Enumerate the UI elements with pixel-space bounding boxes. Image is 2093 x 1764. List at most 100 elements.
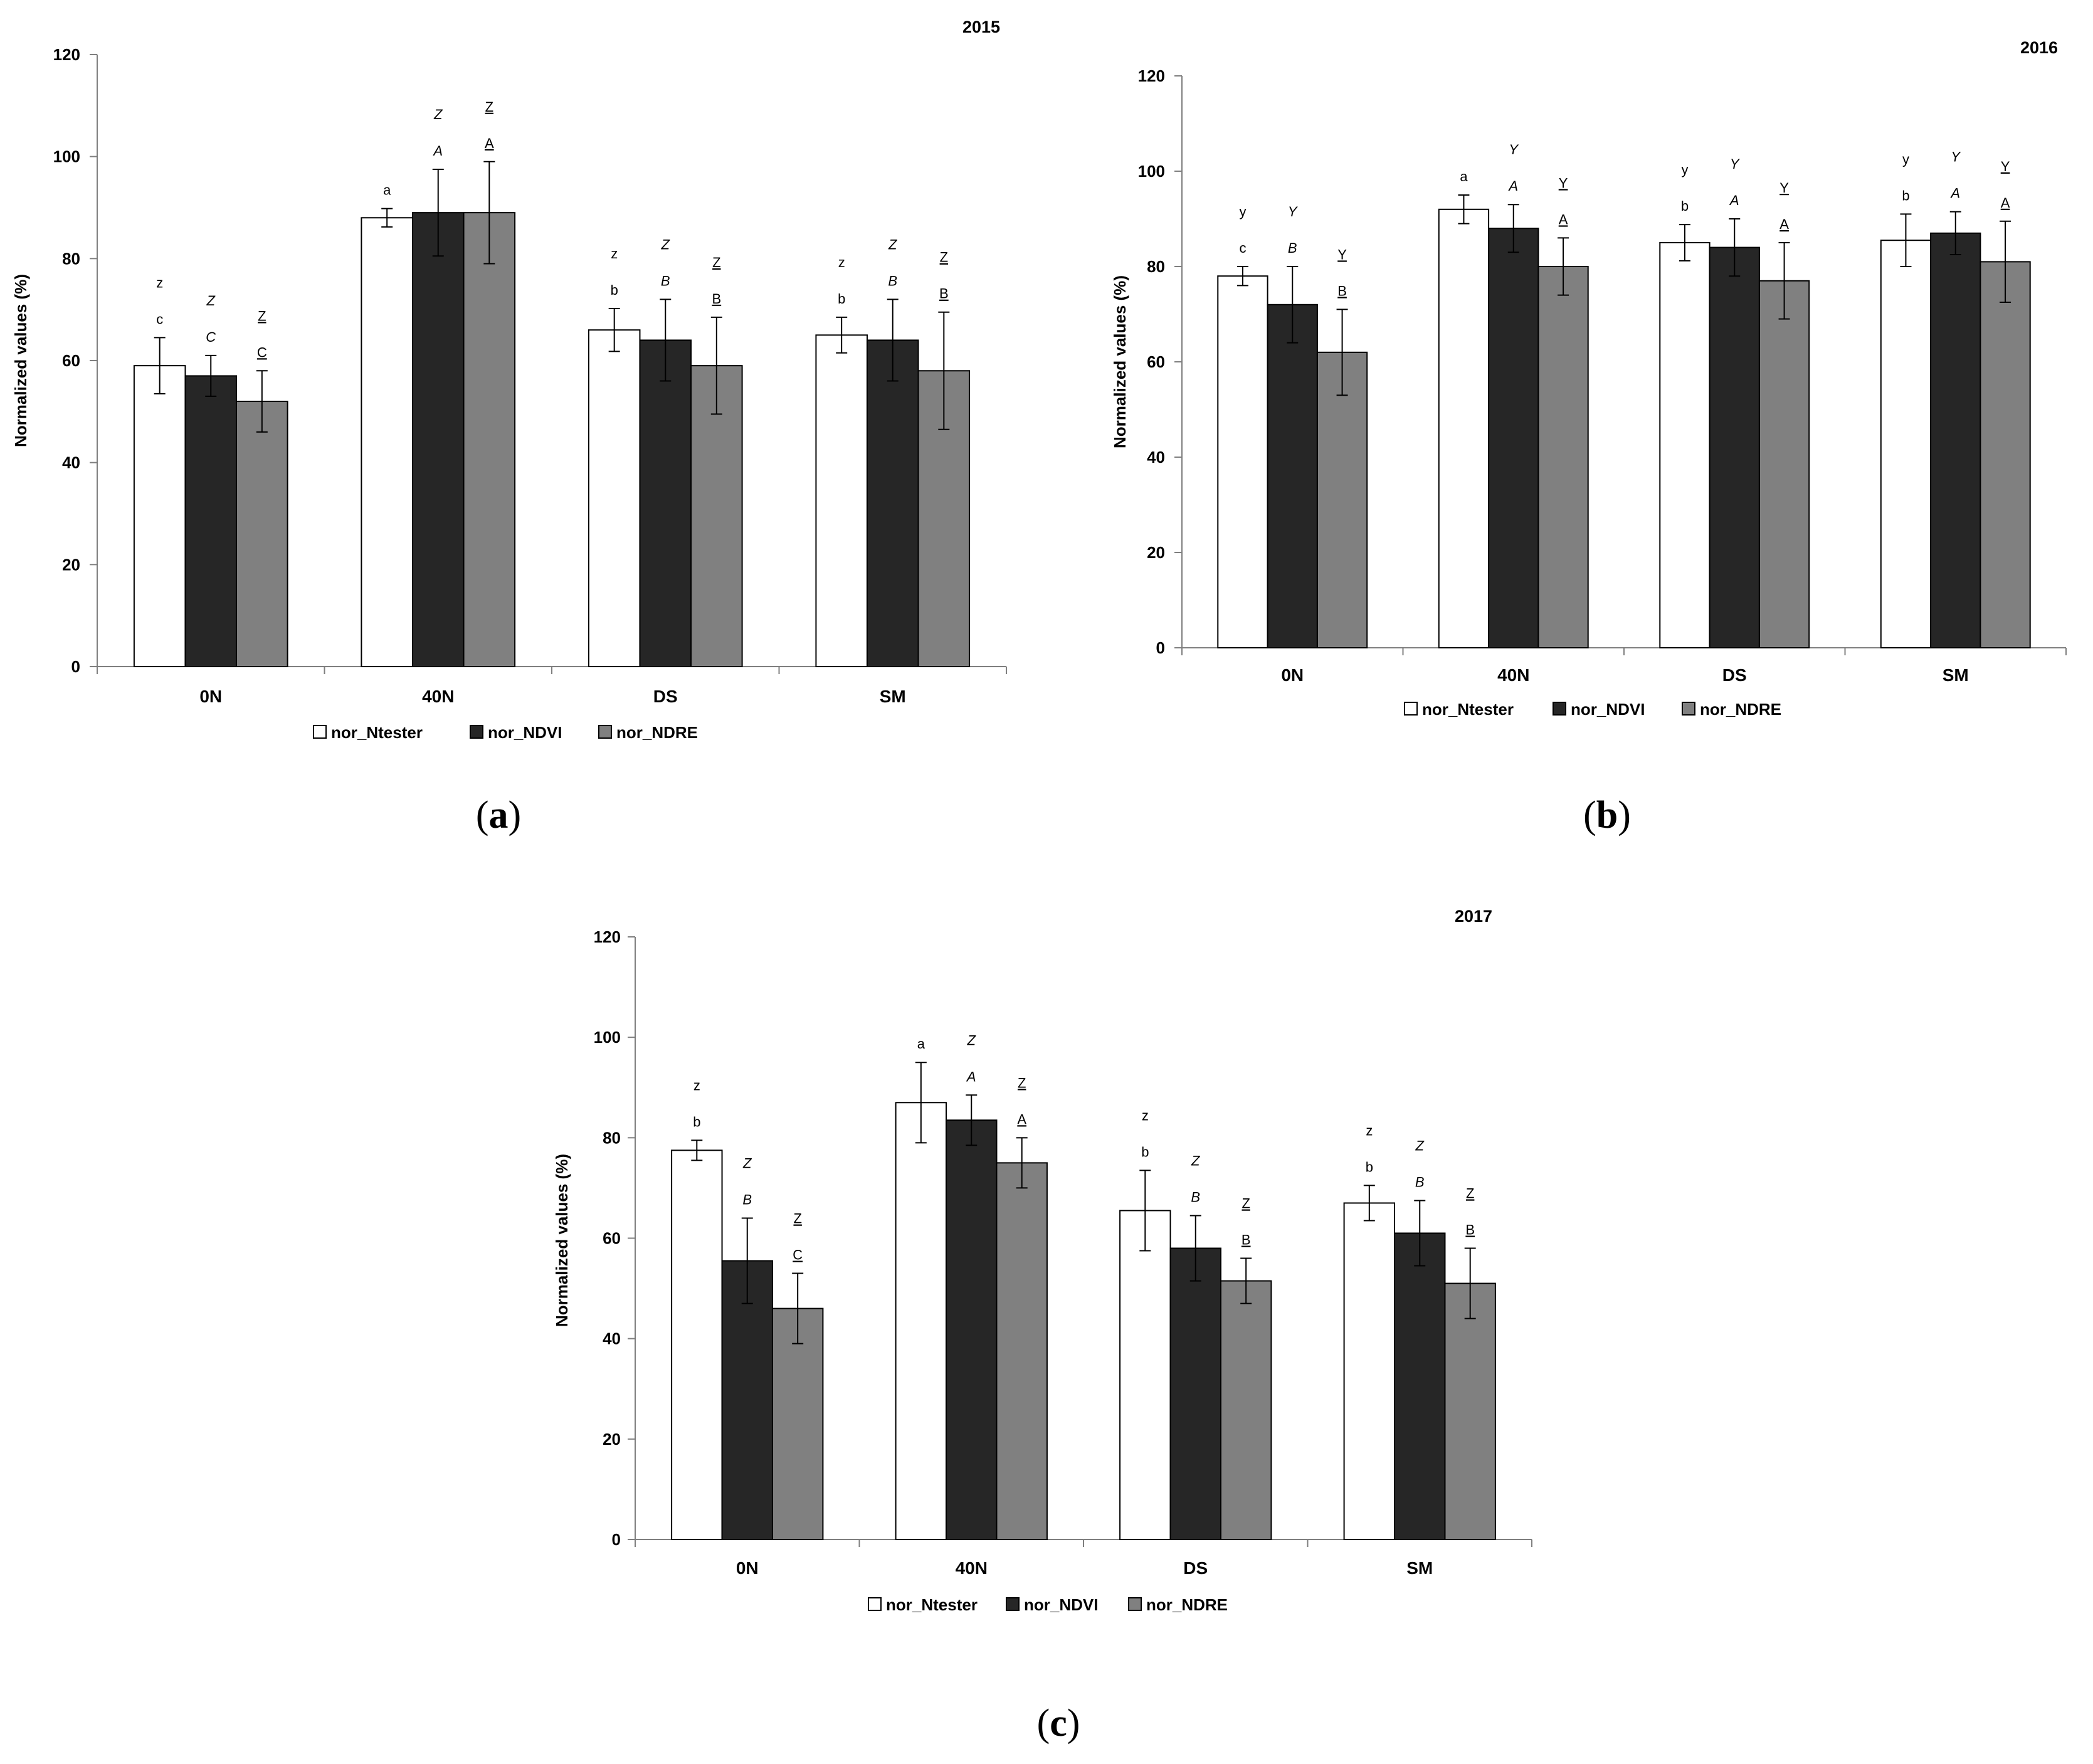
y-tick-label: 60 xyxy=(62,351,80,370)
category-label: DS xyxy=(1722,665,1747,685)
legend-label: nor_NDVI xyxy=(488,723,562,742)
significance-letter: A xyxy=(1559,211,1568,227)
significance-letter: A xyxy=(966,1069,976,1084)
significance-letter: C xyxy=(206,329,216,345)
group-letter: z xyxy=(1366,1122,1373,1138)
bar-nor_NDVI xyxy=(866,339,919,667)
panel-label: (a) xyxy=(476,794,521,837)
bar-nor_NDRE xyxy=(1537,266,1589,648)
group-letter: Z xyxy=(888,236,898,252)
bar-nor_NDVI xyxy=(411,212,465,667)
legend-label: nor_NDRE xyxy=(1146,1595,1228,1614)
significance-letter: A xyxy=(432,143,443,159)
category-label: SM xyxy=(1943,665,1969,685)
significance-letter: b xyxy=(693,1114,700,1129)
significance-letter: A xyxy=(1779,216,1789,232)
group-letter: z xyxy=(611,246,618,261)
bar-nor_Ntester xyxy=(588,329,641,667)
group-letter: z xyxy=(838,255,845,270)
group-letter: y xyxy=(1239,204,1246,219)
category-label: 40N xyxy=(1497,665,1529,685)
significance-letter: B xyxy=(888,273,897,288)
bar-nor_NDRE xyxy=(1758,280,1810,648)
panel-letter: c xyxy=(1050,1702,1067,1745)
group-letter: Z xyxy=(1242,1196,1250,1212)
legend-swatch xyxy=(1553,702,1566,716)
significance-letter: B xyxy=(1465,1222,1475,1238)
significance-letter: C xyxy=(793,1247,803,1263)
bar-nor_Ntester xyxy=(815,334,868,667)
legend-label: nor_NDRE xyxy=(616,723,698,742)
group-letter: Z xyxy=(1191,1153,1201,1168)
y-axis-label: Normalized values (%) xyxy=(1110,275,1129,448)
chart-title: 2017 xyxy=(1455,907,1492,926)
bar-nor_NDVI xyxy=(1709,246,1760,649)
legend-label: nor_NDRE xyxy=(1700,700,1781,719)
y-tick-label: 0 xyxy=(612,1530,621,1549)
bar-nor_NDRE xyxy=(463,212,516,667)
chart-title: 2015 xyxy=(962,18,1000,36)
significance-letter: A xyxy=(2001,195,2010,211)
legend-label: nor_NDVI xyxy=(1024,1595,1098,1614)
bar-nor_Ntester xyxy=(895,1102,947,1540)
chart-panel-c: 0 20 40 60 80 100 120 Normalized values (%) 2017… xyxy=(552,907,1532,1745)
chart-title: 2016 xyxy=(2020,38,2058,57)
bar-nor_Ntester xyxy=(1119,1210,1171,1541)
panel-label: (b) xyxy=(1583,794,1631,837)
significance-letter: c xyxy=(1239,240,1246,256)
legend-swatch xyxy=(470,725,483,739)
group-letter: Y xyxy=(1337,246,1347,262)
y-tick-label: 120 xyxy=(594,927,621,946)
bar-nor_Ntester xyxy=(1343,1202,1396,1540)
bar-nor_NDVI xyxy=(184,375,238,668)
legend-swatch xyxy=(1404,702,1418,716)
significance-letter: A xyxy=(485,135,494,151)
group-letter: Y xyxy=(1559,175,1568,191)
bar-nor_NDVI xyxy=(721,1260,773,1540)
y-tick-label: 80 xyxy=(603,1128,621,1147)
category-label: DS xyxy=(1183,1558,1208,1578)
significance-letter: B xyxy=(939,286,949,302)
group-letter: Z xyxy=(433,107,443,122)
y-tick-label: 100 xyxy=(53,147,80,166)
significance-letter: c xyxy=(156,311,163,327)
category-label: 0N xyxy=(199,687,222,706)
significance-letter: b xyxy=(1902,187,1909,203)
group-letter: Y xyxy=(2001,159,2010,174)
group-letter: Z xyxy=(485,99,493,115)
panel-label: (c) xyxy=(1037,1702,1080,1745)
bar-nor_Ntester xyxy=(671,1149,723,1540)
group-letter: z xyxy=(156,275,163,290)
significance-letter: a xyxy=(383,182,391,198)
category-label: 0N xyxy=(1281,665,1304,685)
bar-nor_NDVI xyxy=(946,1119,998,1541)
legend-swatch xyxy=(868,1597,882,1611)
category-label: SM xyxy=(880,687,906,706)
bar-nor_NDRE xyxy=(771,1307,824,1541)
bar-nor_Ntester xyxy=(1880,240,1932,648)
group-letter: Z xyxy=(742,1155,752,1171)
group-letter: Z xyxy=(1018,1075,1026,1091)
group-letter: Z xyxy=(206,293,216,309)
y-axis-label: Normalized values (%) xyxy=(552,1154,571,1327)
group-letter: Y xyxy=(1288,204,1298,219)
significance-letter: b xyxy=(611,282,618,298)
bar-nor_NDVI xyxy=(1394,1232,1446,1541)
significance-letter: a xyxy=(1460,169,1468,184)
group-letter: Z xyxy=(661,236,671,252)
y-tick-label: 0 xyxy=(1156,638,1165,657)
significance-letter: A xyxy=(1729,193,1739,208)
y-tick-label: 20 xyxy=(62,555,80,574)
category-label: 40N xyxy=(956,1558,988,1578)
group-letter: Z xyxy=(1415,1138,1425,1153)
y-tick-label: 0 xyxy=(71,657,80,676)
y-tick-label: 60 xyxy=(1147,352,1165,371)
significance-letter: B xyxy=(1242,1232,1251,1248)
y-tick-label: 100 xyxy=(1138,162,1165,181)
bar-nor_NDVI xyxy=(1930,232,1981,648)
y-tick-label: 40 xyxy=(603,1329,621,1348)
significance-letter: a xyxy=(917,1036,925,1052)
chart-panel-b: 0 20 40 60 80 100 120 Normalized values (%) 2016… xyxy=(1110,38,2067,837)
bar-nor_NDVI xyxy=(1488,228,1539,648)
group-letter: Y xyxy=(1509,142,1519,157)
